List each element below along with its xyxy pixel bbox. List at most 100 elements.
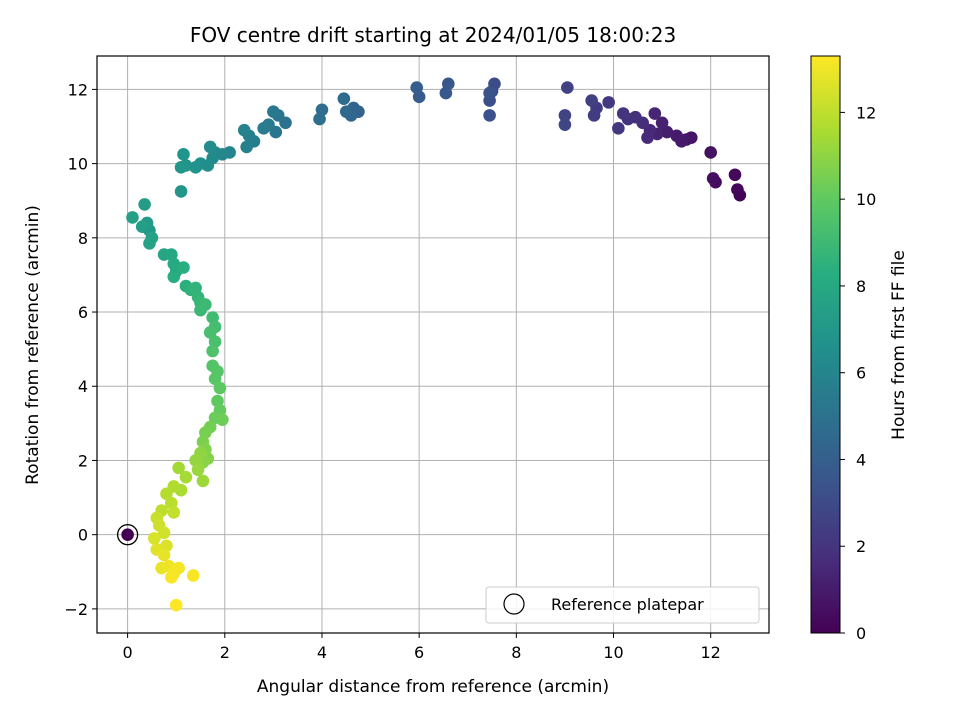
chart-title: FOV centre drift starting at 2024/01/05 … <box>190 23 676 47</box>
x-tick-label: 10 <box>603 643 623 662</box>
y-tick-label: 6 <box>78 303 88 322</box>
colorbar-tick-label: 4 <box>856 450 866 469</box>
data-point <box>157 548 171 562</box>
data-point <box>208 372 222 386</box>
data-point <box>143 237 156 250</box>
y-axis-ticks: −2 0 2 4 6 8 10 12 <box>64 80 97 619</box>
colorbar-gradient <box>810 55 841 634</box>
data-point <box>641 131 654 144</box>
data-point <box>257 122 270 135</box>
x-axis-ticks: 0 2 4 6 8 10 12 <box>123 633 721 662</box>
data-point <box>126 211 139 224</box>
data-point <box>602 96 615 109</box>
legend: Reference platepar <box>485 586 760 624</box>
data-point <box>203 140 217 154</box>
data-point <box>165 571 178 584</box>
data-point <box>240 140 253 154</box>
data-point <box>439 86 453 100</box>
y-tick-label: 2 <box>78 451 88 470</box>
data-point <box>174 185 188 198</box>
x-axis-label: Angular distance from reference (arcmin) <box>257 677 609 697</box>
data-point <box>585 94 598 107</box>
colorbar-tick-label: 10 <box>856 190 876 209</box>
data-point <box>616 107 630 120</box>
data-point <box>177 148 190 161</box>
data-point <box>648 107 662 120</box>
x-tick-label: 4 <box>317 643 327 662</box>
data-point <box>558 118 572 131</box>
x-tick-label: 6 <box>414 643 424 662</box>
data-point <box>196 474 210 488</box>
legend-marker-icon <box>503 593 525 615</box>
colorbar-tick-label: 2 <box>856 537 866 556</box>
plot-frame <box>96 55 770 634</box>
colorbar-tick-label: 0 <box>856 624 866 643</box>
data-point <box>138 198 151 211</box>
data-point <box>339 105 353 118</box>
x-tick-label: 2 <box>220 643 230 662</box>
data-point <box>191 463 205 477</box>
data-point <box>704 146 717 159</box>
y-axis-label: Rotation from reference (arcmin) <box>23 205 43 485</box>
y-tick-label: −2 <box>64 600 88 619</box>
y-tick-label: 12 <box>68 80 88 99</box>
data-point <box>587 109 601 122</box>
data-point <box>203 326 217 339</box>
data-point <box>410 81 424 94</box>
data-point <box>237 123 251 137</box>
data-point <box>561 81 574 94</box>
data-point <box>177 261 190 274</box>
data-point <box>216 413 229 426</box>
data-points <box>121 77 747 612</box>
data-point <box>213 381 227 395</box>
data-point <box>483 86 496 100</box>
y-tick-label: 10 <box>68 155 88 174</box>
y-tick-label: 0 <box>78 526 88 545</box>
reference-marker <box>116 524 139 546</box>
colorbar-ticks: 0 2 4 6 8 10 12 <box>840 103 876 643</box>
data-point <box>167 506 181 519</box>
data-point <box>169 598 183 612</box>
legend-label: Reference platepar <box>551 595 704 614</box>
data-point <box>179 470 193 484</box>
data-point <box>189 161 202 174</box>
y-tick-label: 4 <box>78 377 88 396</box>
x-tick-label: 0 <box>123 643 133 662</box>
data-point <box>167 270 181 284</box>
data-point <box>174 161 188 174</box>
data-point <box>670 129 683 143</box>
data-point <box>706 172 720 185</box>
x-tick-label: 12 <box>701 643 721 662</box>
colorbar-tick-label: 8 <box>856 277 866 296</box>
legend-box <box>485 586 760 624</box>
data-point <box>160 487 173 501</box>
colorbar-tick-label: 12 <box>856 103 876 122</box>
data-point <box>483 109 496 122</box>
grid <box>97 56 769 633</box>
data-point <box>612 122 625 135</box>
data-point <box>558 109 572 122</box>
colorbar-tick-label: 6 <box>856 364 866 383</box>
reference-point-ring <box>116 524 139 546</box>
x-tick-label: 8 <box>511 643 521 662</box>
data-point <box>206 344 219 358</box>
data-point <box>655 116 669 130</box>
data-point <box>731 183 744 196</box>
data-point <box>172 561 185 575</box>
data-point <box>157 526 171 540</box>
colorbar: 0 2 4 6 8 10 12 Hours from first FF file <box>810 55 909 643</box>
colorbar-label: Hours from first FF file <box>889 250 909 440</box>
data-point <box>337 92 351 105</box>
data-point <box>267 105 280 118</box>
data-point <box>728 168 742 182</box>
data-point <box>186 569 200 582</box>
data-point <box>313 112 326 126</box>
data-point <box>148 532 161 545</box>
y-tick-label: 8 <box>78 229 88 248</box>
data-point <box>199 298 212 311</box>
data-point <box>172 461 185 475</box>
data-point <box>660 125 674 139</box>
data-point <box>121 528 134 541</box>
data-point <box>135 220 149 233</box>
